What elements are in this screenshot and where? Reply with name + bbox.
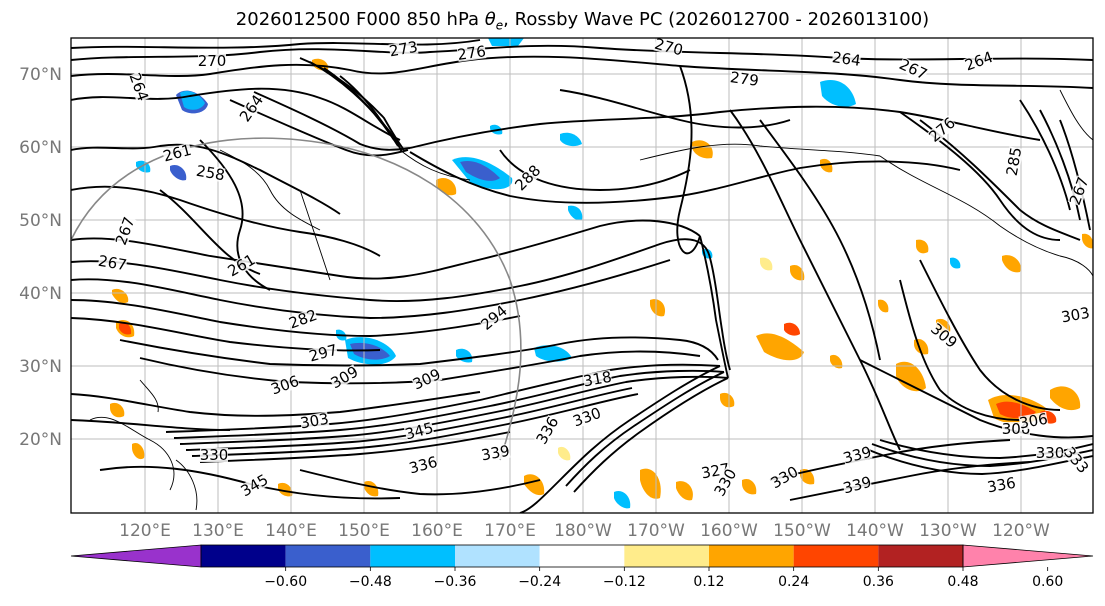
colorbar-tick-label: −0.36 [434, 574, 477, 590]
colorbar-bin [793, 545, 879, 567]
colorbar-bin [285, 545, 371, 567]
svg-text:270: 270 [198, 52, 227, 70]
svg-text:336: 336 [986, 474, 1017, 497]
lon-tick-label: 120°E [119, 521, 171, 541]
lon-tick-label: 130°E [192, 521, 244, 541]
colorbar-outline [200, 544, 964, 568]
contour-label: 330 [1036, 444, 1065, 462]
lat-tick-label: 20°N [19, 430, 62, 450]
svg-text:273: 273 [388, 38, 419, 61]
contour-label: 267 [97, 252, 128, 275]
lat-tick-label: 30°N [19, 357, 62, 377]
contour-label: 285 [1003, 146, 1026, 177]
latitude-axis: 70°N 60°N 50°N 40°N 30°N 20°N [19, 65, 62, 450]
contour-label: 279 [729, 68, 760, 90]
svg-text:276: 276 [456, 42, 487, 64]
contour-label: 258 [195, 162, 226, 185]
svg-text:306: 306 [1018, 410, 1049, 433]
lat-tick-label: 40°N [19, 284, 62, 304]
colorbar-tick-label: −0.12 [603, 574, 646, 590]
longitude-axis: 120°E 130°E 140°E 150°E 160°E 170°E 180°W 170°W… [119, 521, 1050, 541]
colorbar-bin [370, 545, 455, 567]
colorbar-tick-label: −0.24 [518, 574, 561, 590]
lat-tick-label: 60°N [19, 138, 62, 158]
colorbar-bin [878, 545, 963, 567]
contour-label: 306 [1018, 410, 1049, 433]
svg-text:303: 303 [299, 410, 330, 433]
colorbar-bin [624, 545, 709, 567]
colorbar-bin [709, 545, 794, 567]
colorbar-bin [201, 545, 286, 567]
svg-text:285: 285 [1003, 146, 1026, 177]
lon-tick-label: 170°W [627, 521, 685, 541]
svg-text:330: 330 [200, 446, 229, 464]
colorbar-tick-label: 0.48 [947, 574, 978, 590]
colorbar: −0.60 −0.48 −0.36 −0.24 −0.12 0.12 0.24 0.36 0.4… [70, 544, 1094, 590]
colorbar-tick-label: −0.60 [264, 574, 307, 590]
lon-tick-label: 180°W [554, 521, 612, 541]
svg-text:303: 303 [1060, 304, 1091, 327]
colorbar-tick-label: 0.36 [863, 574, 894, 590]
colorbar-tick-label: 0.60 [1032, 574, 1063, 590]
contour-label: 264 [831, 48, 862, 70]
lon-tick-label: 140°W [846, 521, 904, 541]
lon-tick-label: 170°E [484, 521, 536, 541]
map-title: 2026012500 F000 850 hPa θe, Rossby Wave … [0, 0, 1105, 36]
map-content [71, 38, 1093, 513]
lat-tick-label: 50°N [19, 211, 62, 231]
svg-text:264: 264 [831, 48, 862, 70]
lon-tick-label: 140°E [265, 521, 317, 541]
contour-label: 318 [582, 368, 613, 391]
svg-text:318: 318 [582, 368, 613, 391]
contour-label: 273 [388, 38, 419, 61]
colorbar-bin [539, 545, 625, 567]
colorbar-tick-label: 0.12 [693, 574, 724, 590]
colorbar-tick-label: −0.48 [349, 574, 392, 590]
contour-label: 339 [841, 473, 873, 498]
lon-tick-label: 150°E [338, 521, 390, 541]
lon-tick-label: 130°W [919, 521, 977, 541]
coastlines [89, 89, 1093, 511]
svg-text:330: 330 [1036, 444, 1065, 462]
colorbar-bin [455, 545, 540, 567]
contour-label: 303 [299, 410, 330, 433]
contour-label: 270 [198, 52, 227, 70]
contour-label: 336 [986, 474, 1017, 497]
projection-circle [71, 137, 522, 461]
svg-text:258: 258 [195, 162, 226, 185]
gridlines [71, 38, 1093, 513]
colorbar-extend-high [962, 544, 1094, 568]
lon-tick-label: 150°W [773, 521, 831, 541]
contour-label: 330 [200, 446, 229, 464]
contour-label: 276 [456, 42, 487, 64]
lon-tick-label: 120°W [992, 521, 1050, 541]
colorbar-extend-low [70, 544, 202, 568]
contour-label: 303 [1060, 304, 1091, 327]
svg-text:267: 267 [97, 252, 128, 275]
colorbar-tick-label: 0.24 [778, 574, 809, 590]
svg-text:339: 339 [480, 442, 511, 465]
lon-tick-label: 160°E [411, 521, 463, 541]
lat-tick-label: 70°N [19, 65, 62, 85]
title-text: 2026012500 F000 850 hPa θe, Rossby Wave … [235, 9, 930, 33]
lon-tick-label: 160°W [700, 521, 758, 541]
map-frame [70, 37, 1094, 514]
contour-label: 339 [480, 442, 511, 465]
svg-text:279: 279 [729, 68, 760, 90]
